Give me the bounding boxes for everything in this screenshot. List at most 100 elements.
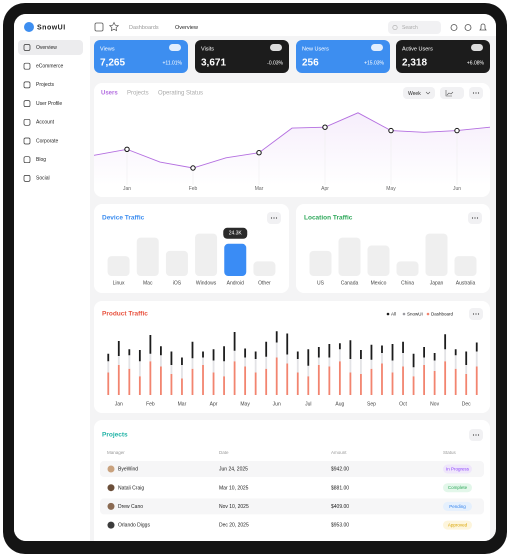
- legend-label: All: [391, 312, 396, 317]
- bar-segment: [433, 353, 436, 361]
- status-pill: [443, 483, 472, 493]
- x-tick-label: May: [240, 401, 250, 407]
- x-tick-label: Android: [227, 280, 244, 286]
- x-tick-label: Feb: [189, 186, 198, 192]
- bar: [224, 243, 247, 276]
- bar-segment: [465, 351, 468, 365]
- bar-segment: [138, 376, 141, 395]
- line: [93, 112, 491, 169]
- x-tick-label: Jan: [115, 401, 123, 407]
- product-traffic-card: [94, 301, 490, 413]
- bar: [338, 237, 361, 276]
- point: [388, 127, 394, 134]
- star-icon[interactable]: [108, 21, 120, 32]
- point: [322, 124, 328, 130]
- bar-segment: [107, 372, 110, 395]
- more-dot: [477, 92, 480, 94]
- bar-segment: [191, 358, 194, 369]
- x-tick-label: Mexico: [371, 280, 387, 286]
- bell-icon[interactable]: [479, 23, 487, 31]
- bar-segment: [412, 367, 415, 377]
- bar-segment: [128, 355, 131, 369]
- history-icon[interactable]: [464, 24, 472, 31]
- bar-segment: [233, 332, 236, 351]
- x-tick-label: China: [401, 280, 414, 286]
- more-dot: [475, 313, 477, 315]
- projects-card: [94, 420, 490, 541]
- bar-segment: [233, 350, 236, 362]
- date: Nov 10, 2025: [219, 504, 249, 510]
- stat-value: 256: [302, 58, 319, 69]
- bar-segment: [138, 350, 141, 362]
- active-nav: [18, 40, 83, 55]
- bar-segment: [202, 357, 204, 365]
- date: Dec 20, 2025: [219, 523, 249, 529]
- amount: $881.00: [331, 485, 349, 491]
- bar-segment: [307, 365, 310, 377]
- more-dot: [475, 434, 477, 436]
- status: In Progress: [446, 466, 470, 471]
- bar-segment: [265, 368, 268, 395]
- bar-segment: [170, 374, 173, 395]
- bar-segment: [286, 363, 289, 395]
- chart-type-icon: [445, 90, 454, 97]
- bar-segment: [360, 374, 362, 395]
- bar-segment: [317, 357, 320, 365]
- stat-change: -0.03%: [267, 60, 283, 66]
- more-dot: [471, 217, 474, 219]
- nav-item: Social: [36, 176, 50, 182]
- bar-segment: [307, 349, 310, 366]
- card-title: Device Traffic: [102, 215, 145, 222]
- search-box[interactable]: [388, 21, 441, 34]
- bar-segment: [338, 349, 341, 362]
- bar-segment: [117, 356, 120, 365]
- bar-segment: [212, 349, 215, 361]
- chart-tab: Users: [101, 91, 118, 97]
- status: Complete: [448, 485, 468, 490]
- x-tick-label: Aug: [335, 401, 344, 407]
- status: Approved: [448, 523, 468, 528]
- more-dot: [472, 92, 475, 94]
- bar-segment: [381, 353, 383, 364]
- x-tick-label: iOS: [173, 280, 182, 286]
- nav-icon: [23, 137, 31, 145]
- bar-segment: [254, 372, 257, 395]
- logo-icon: [24, 22, 34, 32]
- theme-icon[interactable]: [450, 24, 458, 31]
- bar-segment: [433, 360, 436, 371]
- bar: [425, 233, 448, 276]
- bar: [165, 250, 188, 276]
- bar: [195, 233, 218, 276]
- stat-card: [195, 40, 289, 73]
- x-tick-label: Sep: [367, 401, 376, 407]
- bar-segment: [160, 346, 162, 356]
- bar-segment: [402, 366, 404, 395]
- legend-label: Dashboard: [431, 312, 454, 317]
- search-placeholder: Search: [402, 25, 418, 31]
- x-tick-label: Japan: [430, 280, 444, 286]
- period-dropdown[interactable]: [403, 87, 435, 99]
- point: [454, 127, 460, 134]
- status-pill: [443, 520, 472, 530]
- bar-segment: [444, 361, 447, 395]
- data-label: 24.3K: [229, 231, 243, 237]
- bar-segment: [444, 349, 447, 362]
- stat-icon: [270, 44, 282, 51]
- bar-segment: [160, 366, 162, 395]
- bar: [367, 245, 390, 276]
- x-tick-label: Jan: [123, 186, 131, 192]
- bar-segment: [296, 351, 299, 359]
- stat-value: 7,265: [100, 58, 125, 69]
- bar-segment: [223, 376, 225, 395]
- breadcrumb-current: Overview: [175, 25, 198, 31]
- card-title: Projects: [102, 432, 128, 439]
- bar-segment: [254, 359, 257, 373]
- point: [124, 146, 130, 153]
- sidebar-toggle[interactable]: [94, 22, 104, 32]
- bar-segment: [349, 372, 352, 395]
- bar-segment: [275, 357, 278, 395]
- bar-segment: [265, 356, 268, 369]
- search-icon: [392, 24, 398, 30]
- x-tick-label: Other: [258, 280, 271, 286]
- x-tick-label: Linux: [113, 280, 125, 286]
